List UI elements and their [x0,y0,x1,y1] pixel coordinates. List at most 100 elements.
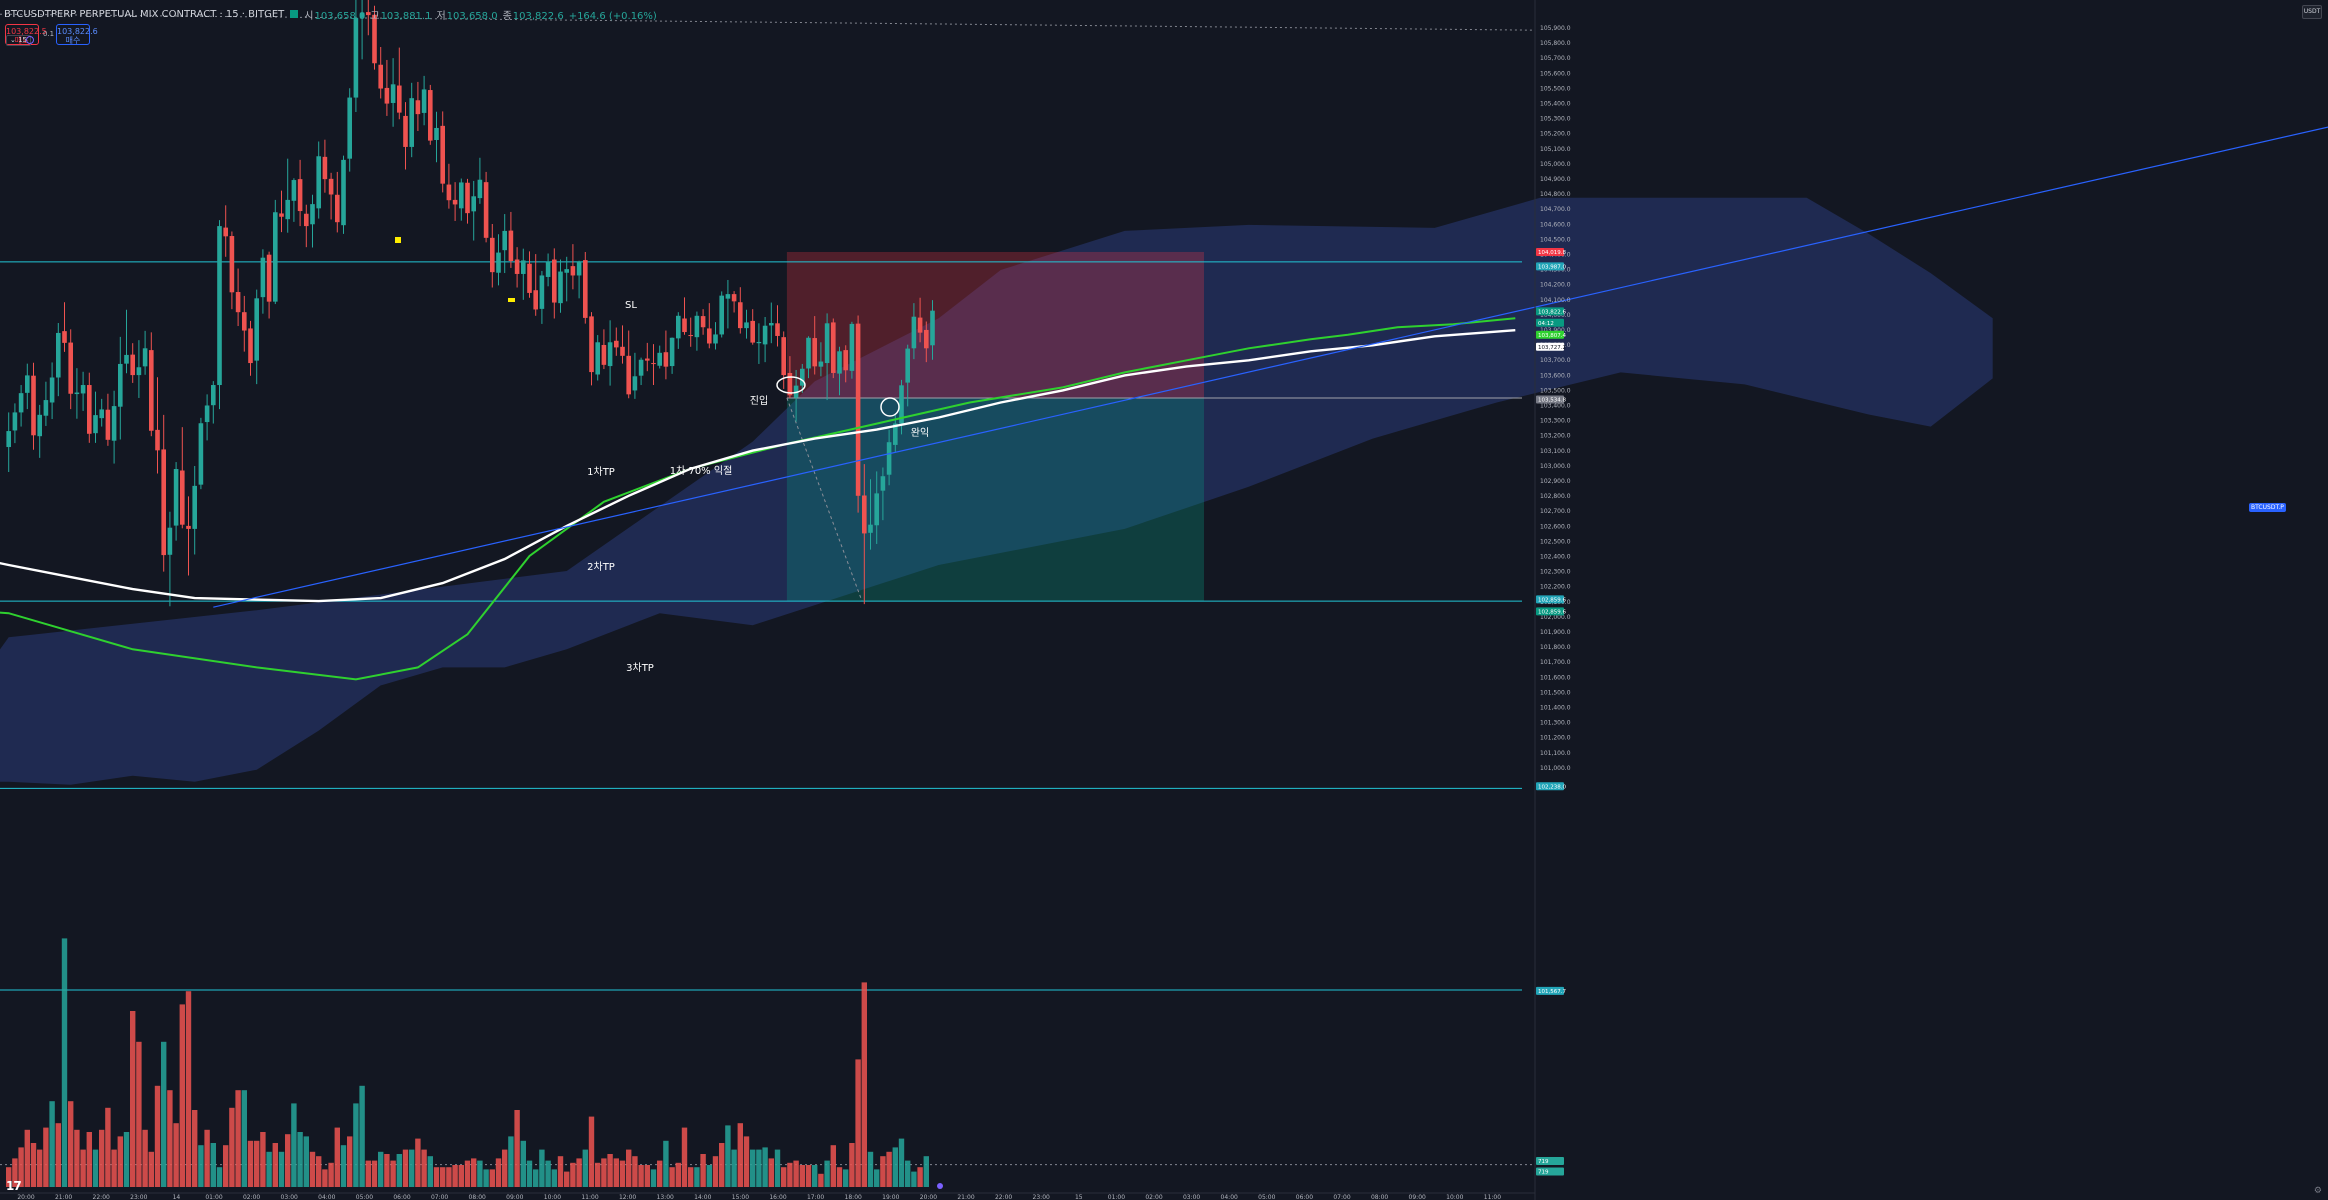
tradingview-logo-icon[interactable]: 17 [6,1179,22,1193]
x-tick-label: 20:00 [920,1194,937,1200]
volume-bar [588,1116,595,1187]
x-tick-label: 13:00 [657,1194,674,1200]
candle-body [725,294,731,299]
candle-body [235,292,241,313]
candle-body [198,423,204,485]
price-label-bg [1536,262,1564,271]
volume-bar [235,1090,241,1187]
volume-bar [607,1154,613,1187]
candle-body [843,350,848,371]
candle-body [521,260,526,274]
y-tick-label: 103,500.0 [1540,387,1571,394]
y-tick-label: 105,500.0 [1540,85,1571,92]
y-tick-label: 104,600.0 [1540,221,1571,228]
symbol-price-tag: BTCUSDT.P [2249,503,2286,512]
candle-body [440,125,445,184]
flag-icon[interactable] [290,10,299,18]
volume-bar [675,1162,681,1187]
volume-bar [427,1156,433,1187]
candle-body [384,87,390,104]
volume-bar [700,1154,706,1187]
volume-bar [266,1151,272,1187]
volume-bar [347,1136,353,1187]
volume-bar [880,1156,886,1187]
exit-circle [880,397,900,417]
y-tick-label: 103,600.0 [1540,372,1571,379]
candle-body [855,323,861,496]
price-label-bg [1536,342,1564,351]
candle-body [477,179,483,199]
candle-body [682,318,687,333]
price-label-bg [1536,318,1564,327]
x-tick-label: 20:00 [17,1194,34,1200]
sell-button[interactable]: 103,822.5 매도 [5,24,47,45]
spread-value: 0.1 [43,30,55,38]
y-tick-label: 105,300.0 [1540,116,1571,123]
y-tick-label: 105,200.0 [1540,131,1571,138]
volume-bar [849,1143,855,1187]
candle-body [434,127,439,141]
y-tick-label: 102,500.0 [1540,538,1571,545]
candle-body [279,213,284,217]
eye-off-icon[interactable] [26,36,34,44]
volume-bar [830,1145,836,1187]
candle-body [285,199,290,220]
volume-bar [12,1158,18,1187]
trend-line [213,126,2328,608]
y-tick-label: 103,900.0 [1540,327,1571,334]
currency-button[interactable]: USDT [2302,5,2322,19]
candle-body [589,316,594,373]
candle-body [452,199,458,205]
volume-bar [886,1151,892,1187]
candle-body [62,331,67,343]
candle-body [669,337,675,367]
candle-body [564,269,569,273]
volume-bar [824,1160,830,1187]
candle-body [459,182,464,209]
y-tick-label: 105,400.0 [1540,101,1571,108]
x-tick-label: 05:00 [1258,1194,1275,1200]
candle-body [105,409,111,440]
candle-body [880,476,886,491]
volume-bar [650,1169,657,1187]
candle-body [899,385,904,424]
volume-bar [644,1165,650,1187]
buy-button[interactable]: 103,822.6 매수 [56,24,98,45]
candle-body [390,84,396,103]
volume-bar [6,1167,12,1187]
volume-bar [898,1138,905,1187]
candle-body [812,338,817,367]
candle-body [328,178,334,195]
stop-loss-zone [786,251,1204,398]
candle-body [118,363,123,407]
volume-bar [18,1147,24,1187]
y-tick-label: 103,100.0 [1540,448,1571,455]
candle-body [837,351,842,374]
volume-bar [278,1151,285,1187]
y-tick-label: 102,000.0 [1540,614,1571,621]
candle-body [310,204,315,225]
indicator-chip-label: 15 [18,36,28,44]
candle-body [719,295,724,335]
price-label: 102,859.6 [1538,610,1566,616]
chart-annotation: SL [625,300,637,311]
ohlc-legend: 시103,658.0 고103,881.1 저103,658.0 종103,822.6… [304,7,662,22]
candle-body [496,252,501,273]
y-tick-label: 102,400.0 [1540,554,1571,561]
candle-body [248,328,253,364]
x-tick-label: 17:00 [807,1194,824,1200]
candle-body [223,227,228,237]
volume-bar [458,1165,464,1187]
symbol-title[interactable]: BTCUSDTPERP PERPETUAL MIX CONTRACT · 15 … [4,8,285,20]
y-tick-label: 101,900.0 [1540,629,1571,636]
volume-bar [49,1101,55,1187]
volume-bar [595,1162,601,1187]
volume-bar [123,1132,130,1187]
candle-body [56,332,61,378]
ema-line [0,317,1516,681]
gear-icon[interactable]: ⚙ [2313,1186,2322,1196]
candle-body [663,352,669,367]
volume-bar [433,1167,440,1187]
y-tick-label: 105,600.0 [1540,70,1571,77]
